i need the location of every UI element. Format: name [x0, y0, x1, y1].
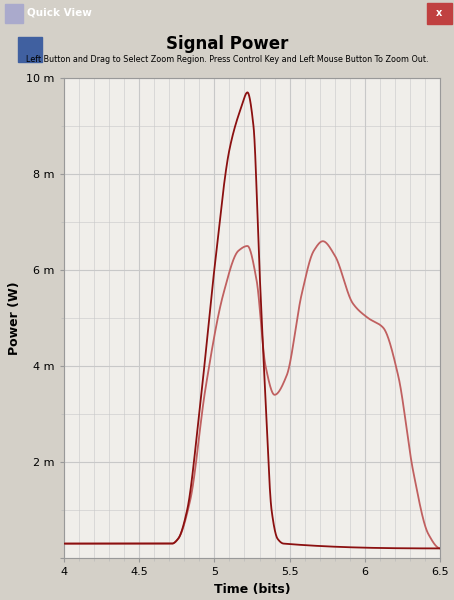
Text: x: x [436, 8, 442, 18]
Bar [18, 37, 42, 61]
Y-axis label: Power (W): Power (W) [8, 281, 20, 355]
Bar [427, 2, 452, 24]
X-axis label: Time (bits): Time (bits) [214, 583, 290, 596]
Text: Left Button and Drag to Select Zoom Region. Press Control Key and Left Mouse But: Left Button and Drag to Select Zoom Regi… [26, 55, 428, 64]
Bar [5, 4, 23, 23]
Text: Signal Power: Signal Power [166, 35, 288, 53]
Text: Quick View: Quick View [27, 8, 92, 18]
